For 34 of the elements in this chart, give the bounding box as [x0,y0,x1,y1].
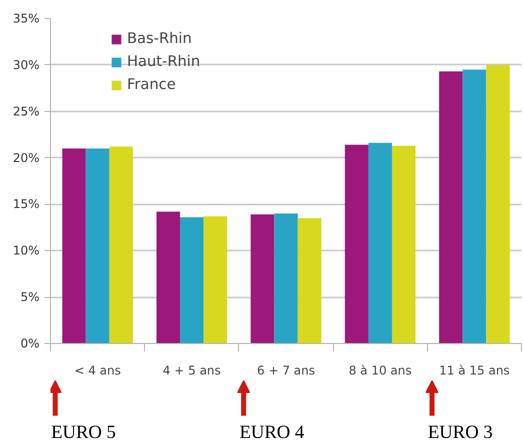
bar [204,216,228,344]
bar [274,214,298,344]
text: EURO 4 [239,422,305,444]
bar [462,70,486,344]
bar [156,212,180,344]
x-tick-label: 11 à 15 ans [439,364,510,378]
legend-label: Haut-Rhin [127,53,200,70]
bar [344,144,368,344]
legend-label: France [127,76,176,93]
bar [86,148,110,344]
x-tick-label: 8 à 10 ans [348,364,412,378]
y-tick-label: 5% [20,290,40,304]
legend-label: Bas-Rhin [127,30,192,47]
bar [439,71,463,344]
y-tick-label: 0% [20,336,40,350]
y-tick-label: 15% [12,197,40,212]
x-tick-label: 6 + 7 ans [257,364,315,378]
bar [368,142,392,344]
x-tick-label: < 4 ans [74,364,121,378]
bar [180,217,204,344]
y-tick-label: 10% [12,244,40,258]
text: EURO 3 [428,422,493,444]
y-tick-label: 30% [12,58,40,72]
y-tick-label: 20% [12,150,40,165]
bar [486,64,510,344]
bar [392,146,416,344]
bar [109,146,133,344]
text: EURO 5 [51,422,116,444]
y-tick-label: 35% [12,12,40,26]
y-tick-label: 25% [12,104,40,118]
bar [62,148,86,344]
bar [298,218,322,344]
x-tick-label: 4 + 5 ans [162,364,221,378]
bar [250,214,274,344]
